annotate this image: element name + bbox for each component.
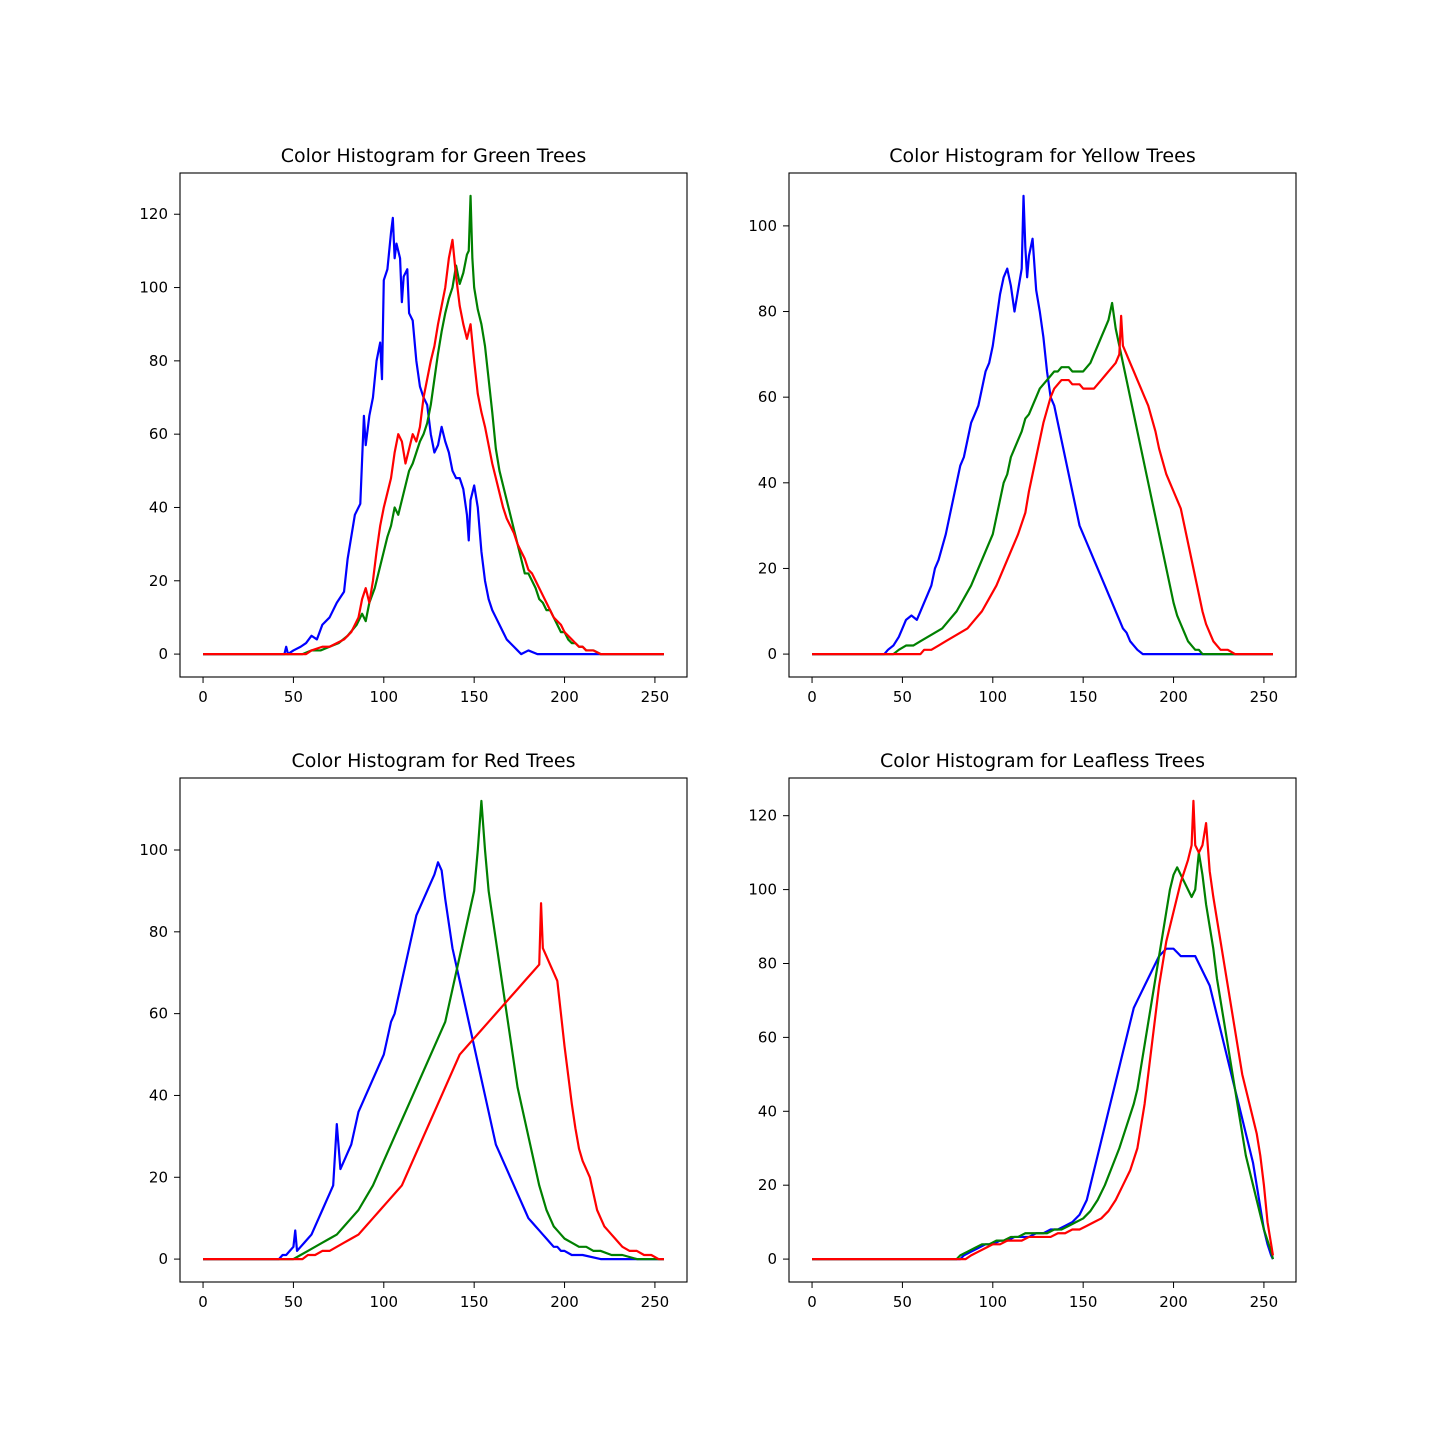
axes-frame (179, 172, 688, 678)
y-tick-label: 80 (758, 954, 777, 972)
x-tick-label: 50 (893, 1293, 912, 1311)
y-tick-label: 80 (758, 303, 777, 321)
chart-title: Color Histogram for Red Trees (291, 750, 575, 772)
y-tick-label: 40 (758, 1102, 777, 1120)
x-tick-label: 250 (641, 688, 670, 706)
series-line-1 (203, 799, 664, 1261)
axes-frame (788, 172, 1297, 678)
x-tick-label: 200 (1159, 688, 1188, 706)
x-tick-label: 100 (978, 1293, 1007, 1311)
series-line-0 (203, 861, 664, 1261)
x-tick-label: 200 (550, 1293, 579, 1311)
x-tick-label: 150 (460, 1293, 489, 1311)
y-tick-label: 100 (748, 881, 777, 899)
subplot-3: 0 50 100 150 200 250 0 20 40 60 80 100 120 Color Hist… (748, 750, 1297, 1311)
series-line-0 (203, 216, 664, 656)
axes-frame (179, 777, 688, 1283)
y-tick-label: 60 (149, 425, 168, 443)
series-line-2 (812, 314, 1273, 656)
subplot-1: 0 50 100 150 200 250 0 20 40 60 80 100 Color Histogr… (748, 145, 1297, 706)
series-line-2 (203, 902, 664, 1261)
y-tick-label: 0 (158, 645, 168, 663)
y-tick-label: 100 (748, 217, 777, 235)
y-tick-label: 80 (149, 923, 168, 941)
x-tick-label: 0 (807, 1293, 817, 1311)
y-tick-label: 60 (149, 1005, 168, 1023)
x-tick-label: 0 (198, 688, 208, 706)
y-tick-label: 100 (139, 841, 168, 859)
chart-title: Color Histogram for Leafless Trees (880, 750, 1205, 772)
y-tick-label: 40 (149, 498, 168, 516)
x-tick-label: 150 (1069, 1293, 1098, 1311)
y-tick-label: 20 (758, 559, 777, 577)
x-tick-label: 250 (641, 1293, 670, 1311)
y-tick-label: 20 (758, 1176, 777, 1194)
x-tick-label: 0 (807, 688, 817, 706)
series-line-1 (203, 194, 664, 656)
series-line-2 (203, 238, 664, 656)
y-tick-label: 0 (767, 645, 777, 663)
series-line-1 (812, 851, 1275, 1261)
subplot-2: 0 50 100 150 200 250 0 20 40 60 80 100 Color Histogr… (139, 750, 688, 1311)
series-line-0 (812, 947, 1274, 1261)
axes-frame (788, 777, 1297, 1283)
x-tick-label: 100 (369, 1293, 398, 1311)
subplot-0: 0 50 100 150 200 250 0 20 40 60 80 100 120 Color Hist… (139, 145, 688, 706)
y-tick-label: 40 (149, 1086, 168, 1104)
y-tick-label: 0 (158, 1250, 168, 1268)
x-tick-label: 100 (369, 688, 398, 706)
x-tick-label: 50 (284, 1293, 303, 1311)
y-tick-label: 120 (139, 205, 168, 223)
x-tick-label: 0 (198, 1293, 208, 1311)
x-tick-label: 200 (550, 688, 579, 706)
y-tick-label: 20 (149, 572, 168, 590)
x-tick-label: 150 (1069, 688, 1098, 706)
series-line-1 (812, 301, 1273, 656)
y-tick-label: 100 (139, 279, 168, 297)
y-tick-label: 80 (149, 352, 168, 370)
y-tick-label: 60 (758, 388, 777, 406)
x-tick-label: 100 (978, 688, 1007, 706)
series-line-0 (812, 194, 1273, 656)
y-tick-label: 40 (758, 474, 777, 492)
x-tick-label: 50 (284, 688, 303, 706)
y-tick-label: 0 (767, 1250, 777, 1268)
y-tick-label: 60 (758, 1028, 777, 1046)
y-tick-label: 20 (149, 1168, 168, 1186)
x-tick-label: 250 (1250, 688, 1279, 706)
x-tick-label: 200 (1159, 1293, 1188, 1311)
y-tick-label: 120 (748, 807, 777, 825)
chart-title: Color Histogram for Green Trees (281, 145, 586, 167)
chart-title: Color Histogram for Yellow Trees (889, 145, 1195, 167)
x-tick-label: 150 (460, 688, 489, 706)
x-tick-label: 50 (893, 688, 912, 706)
series-line-2 (812, 799, 1275, 1261)
x-tick-label: 250 (1250, 1293, 1279, 1311)
